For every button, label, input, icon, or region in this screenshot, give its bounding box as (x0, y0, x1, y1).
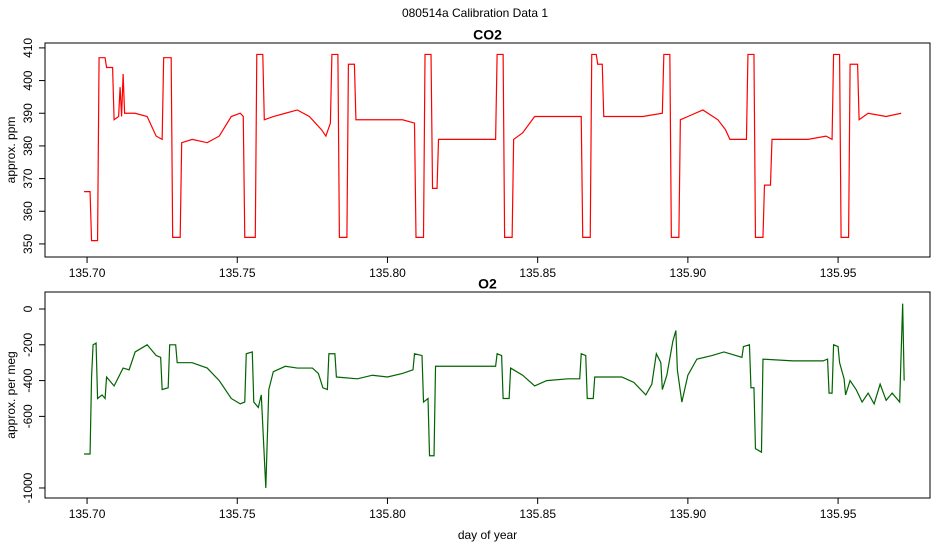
y-axis-label: approx. per meg (4, 351, 18, 438)
x-tick-label: 135.75 (219, 507, 256, 521)
x-tick-label: 135.90 (670, 266, 707, 280)
x-tick-label: 135.70 (69, 507, 106, 521)
plot-frame (44, 42, 931, 258)
x-tick-label: 135.95 (820, 266, 857, 280)
y-tick-label: 370 (21, 168, 35, 188)
y-tick-label: -600 (21, 404, 35, 428)
y-tick-label: 390 (21, 103, 35, 123)
y-tick-label: 380 (21, 136, 35, 156)
panel-title: O2 (478, 276, 497, 292)
data-line (84, 53, 902, 242)
y-tick-label: -200 (21, 332, 35, 356)
y-tick-label: 400 (21, 70, 35, 90)
data-line (84, 303, 905, 489)
x-tick-label: 135.80 (369, 266, 406, 280)
y-tick-label: 360 (21, 201, 35, 221)
y-tick-label: -1000 (21, 472, 35, 503)
x-axis-label: day of year (458, 528, 517, 542)
plot-frame (44, 291, 931, 499)
y-axis-label: approx. ppm (4, 117, 18, 184)
y-tick-label: 0 (21, 305, 35, 312)
y-tick-label: 350 (21, 234, 35, 254)
panel-title: CO2 (473, 27, 502, 43)
x-tick-label: 135.90 (670, 507, 707, 521)
x-tick-label: 135.95 (820, 507, 857, 521)
y-tick-label: 410 (21, 38, 35, 58)
x-tick-label: 135.70 (69, 266, 106, 280)
x-tick-label: 135.80 (369, 507, 406, 521)
y-tick-label: -400 (21, 368, 35, 392)
x-tick-label: 135.85 (519, 507, 556, 521)
x-tick-label: 135.85 (519, 266, 556, 280)
page-title: 080514a Calibration Data 1 (402, 6, 548, 20)
x-tick-label: 135.75 (219, 266, 256, 280)
